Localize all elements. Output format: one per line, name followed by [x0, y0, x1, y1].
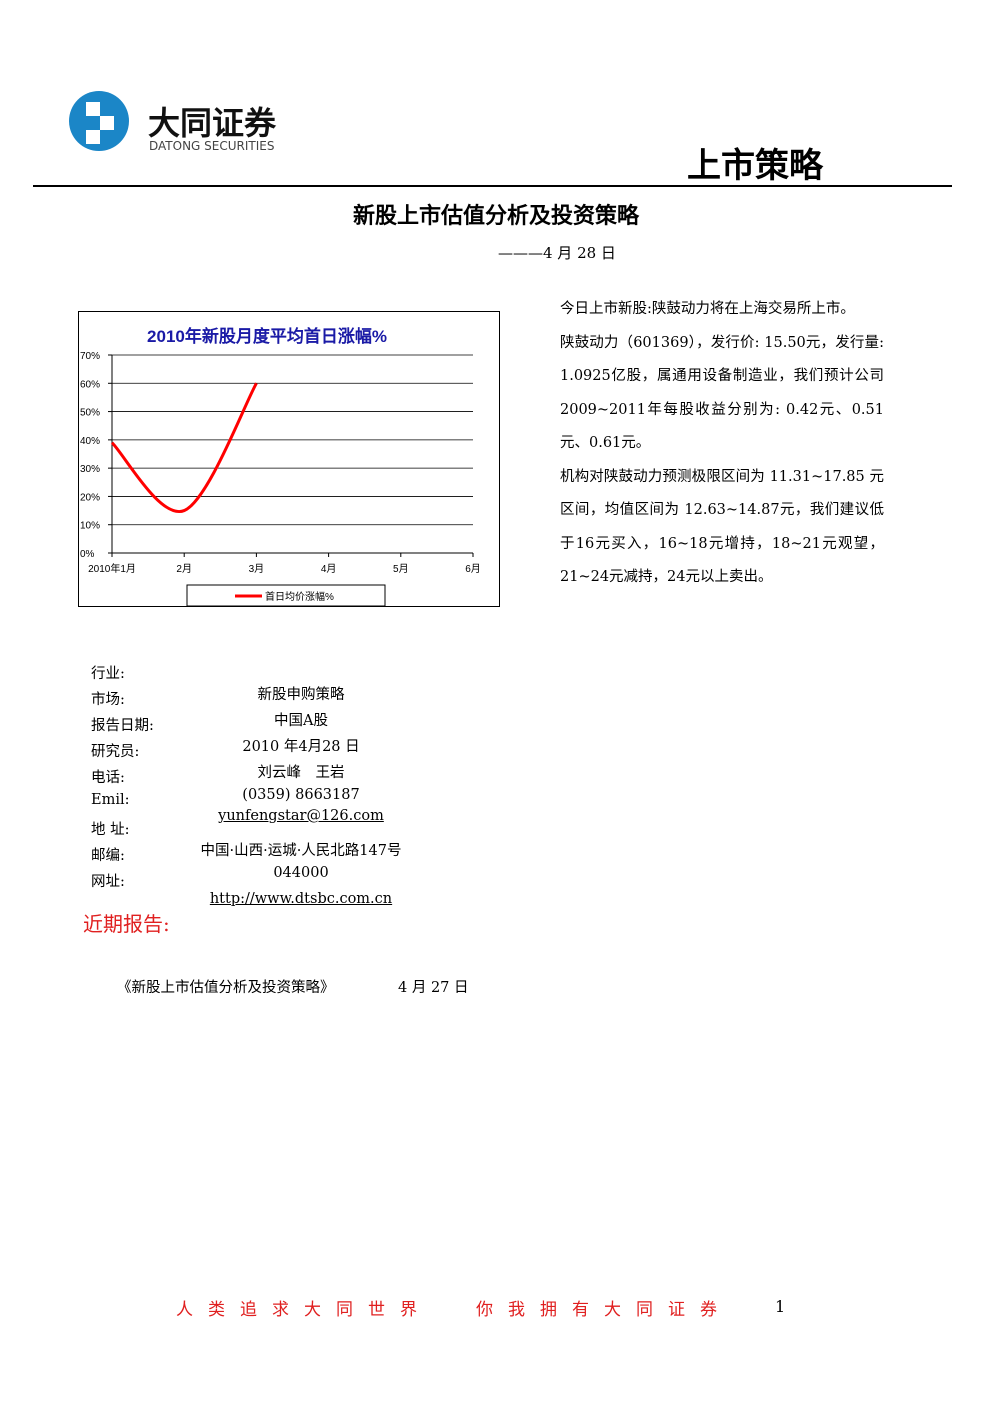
- recent-heading: 近期报告:: [83, 912, 170, 936]
- y-tick-label: 40%: [80, 436, 100, 447]
- x-tick-label: 2010年1月: [88, 562, 136, 575]
- info-label: 邮编:: [91, 848, 125, 864]
- y-tick-label: 0%: [80, 549, 95, 560]
- info-value: yunfengstar@126.com: [218, 808, 384, 824]
- legend-label: 首日均价涨幅%: [265, 590, 334, 603]
- info-row: 网址: http://www.dtsbc.com.cn: [91, 870, 491, 907]
- info-label: Emil:: [91, 792, 130, 808]
- line-series: [110, 382, 258, 513]
- summary-paragraph: 陕鼓动力（601369），发行价: 15.50元，发行量: 1.0925亿股，属…: [560, 334, 884, 452]
- info-label: 网址:: [91, 874, 125, 890]
- y-tick-label: 10%: [80, 521, 100, 532]
- info-label: 地 址:: [91, 822, 130, 838]
- info-value: 中国·山西·运城·人民北路147号: [200, 843, 402, 859]
- info-row: Emil: yunfengstar@126.com: [91, 792, 491, 824]
- info-row: 行业: 新股申购策略: [91, 662, 491, 703]
- summary-paragraph: 机构对陕鼓动力预测极限区间为 11.31~17.85 元区间，均值区间为 12.…: [560, 468, 884, 586]
- info-value: 刘云峰 王岩: [257, 765, 345, 781]
- info-label: 报告日期:: [91, 718, 154, 734]
- info-value: (0359) 8663187: [242, 787, 360, 803]
- info-row: 市场: 中国A股: [91, 688, 491, 729]
- y-tick-label: 20%: [80, 492, 100, 503]
- slogan: 人类追求大同世界: [176, 1300, 432, 1320]
- slogan: 你我拥有大同证券: [476, 1300, 732, 1320]
- y-tick-label: 60%: [80, 379, 100, 390]
- company-en: DATONG SECURITIES: [149, 139, 275, 153]
- x-tick-label: 6月: [465, 563, 481, 575]
- info-label: 电话:: [91, 770, 125, 786]
- report-title: 新股上市估值分析及投资策略: [352, 203, 639, 229]
- info-value: http://www.dtsbc.com.cn: [209, 891, 393, 907]
- info-label: 市场:: [91, 692, 125, 708]
- info-row: 地 址: 中国·山西·运城·人民北路147号: [91, 818, 491, 859]
- y-tick-label: 30%: [80, 464, 100, 475]
- info-row: 邮编: 044000: [91, 844, 491, 881]
- info-row: 报告日期: 2010 年4月28 日: [91, 714, 491, 755]
- report-date: ———4 月 28 日: [498, 244, 616, 262]
- chart: 2010年新股月度平均首日涨幅% 0% 10% 20% 30% 40% 50% 60% 70%…: [78, 311, 500, 607]
- x-tick-label: 4月: [321, 563, 337, 575]
- summary: 今日上市新股:陕鼓动力将在上海交易所上市。陕鼓动力（601369），发行价: 1…: [560, 293, 884, 595]
- header-rule: [33, 185, 952, 187]
- summary-paragraph: 今日上市新股:陕鼓动力将在上海交易所上市。: [560, 301, 855, 317]
- y-tick-label: 70%: [80, 351, 100, 362]
- chart-title: 2010年新股月度平均首日涨幅%: [147, 326, 387, 346]
- recent-title: 《新股上市估值分析及投资策略》: [117, 980, 335, 996]
- x-tick-label: 2月: [176, 563, 192, 575]
- info-row: 研究员: 刘云峰 王岩: [91, 740, 491, 781]
- x-tick-label: 3月: [249, 563, 265, 575]
- logo-icon: [69, 91, 129, 151]
- page-number: 1: [775, 1297, 786, 1316]
- x-tick-label: 5月: [393, 563, 409, 575]
- info-label: 研究员:: [91, 744, 140, 760]
- info-value: 2010 年4月28 日: [242, 739, 360, 755]
- info-value: 新股申购策略: [257, 687, 345, 703]
- legend-box: [186, 584, 386, 607]
- recent-date: 4 月 27 日: [398, 980, 469, 996]
- section-title: 上市策略: [687, 146, 823, 186]
- y-tick-label: 50%: [80, 408, 100, 419]
- chart-frame: [78, 311, 500, 607]
- info-row: 电话: (0359) 8663187: [91, 766, 491, 803]
- info-value: 中国A股: [274, 713, 328, 729]
- company-name: 大同证券: [148, 104, 277, 142]
- info-label: 行业:: [91, 666, 125, 682]
- info-value: 044000: [273, 865, 329, 881]
